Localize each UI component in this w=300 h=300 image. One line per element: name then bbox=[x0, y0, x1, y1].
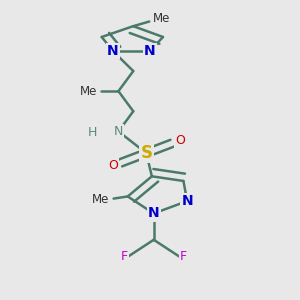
Text: N: N bbox=[144, 44, 156, 58]
Text: N: N bbox=[148, 206, 160, 220]
Text: O: O bbox=[108, 159, 118, 172]
Text: Me: Me bbox=[80, 85, 98, 98]
Text: S: S bbox=[140, 144, 152, 162]
Text: Me: Me bbox=[92, 193, 110, 206]
Text: O: O bbox=[175, 134, 185, 147]
Text: H: H bbox=[88, 125, 97, 139]
Text: F: F bbox=[120, 250, 128, 263]
Text: N: N bbox=[107, 44, 119, 58]
Text: N: N bbox=[114, 125, 123, 138]
Text: Me: Me bbox=[152, 12, 170, 25]
Text: N: N bbox=[181, 194, 193, 208]
Text: F: F bbox=[180, 250, 187, 263]
